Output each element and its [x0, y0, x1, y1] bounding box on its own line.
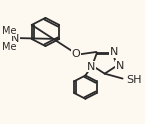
- Text: N: N: [110, 47, 118, 57]
- Text: SH: SH: [126, 75, 142, 85]
- Text: N: N: [11, 34, 19, 44]
- Text: N: N: [115, 61, 124, 71]
- Text: O: O: [71, 49, 80, 59]
- Text: Me: Me: [2, 42, 16, 52]
- Text: N: N: [87, 62, 96, 72]
- Text: Me: Me: [2, 26, 16, 36]
